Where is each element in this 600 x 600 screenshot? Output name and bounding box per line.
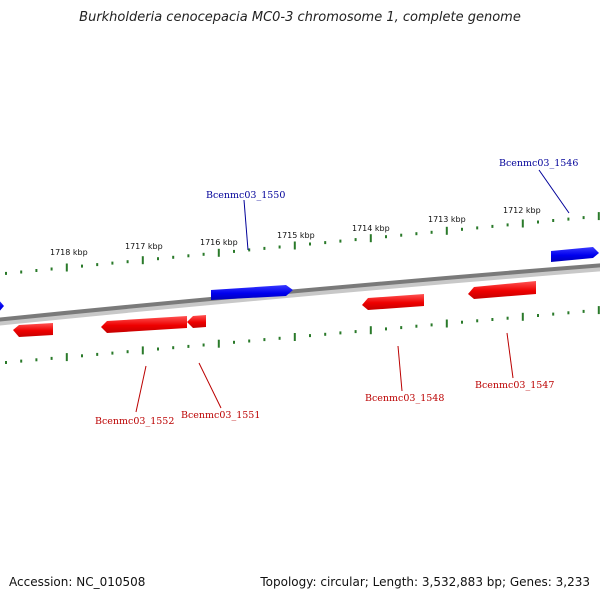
forward-genes: [211, 247, 599, 300]
leader-line-1551: [198, 362, 222, 409]
tick-label-1717: 1717 kbp: [125, 242, 163, 251]
gene-label-1546[interactable]: Bcenmc03_1546: [499, 158, 578, 169]
accession-text: Accession: NC_010508: [9, 575, 146, 589]
gene-leader-lines: [135, 169, 570, 413]
chromosome-backbone-shadow: [0, 265, 600, 326]
tick-label-1713: 1713 kbp: [428, 215, 466, 224]
leader-line-1552: [135, 365, 147, 413]
chromosome-backbone: [0, 263, 600, 322]
gene-label-1551[interactable]: Bcenmc03_1551: [181, 410, 260, 421]
leader-line-1546: [538, 169, 570, 214]
gene-bcenmc03-1548[interactable]: [362, 294, 424, 310]
tick-label-1716: 1716 kbp: [200, 238, 238, 247]
tick-labels: 1718 kbp 1717 kbp 1716 kbp 1715 kbp 1714…: [50, 206, 541, 257]
gene-bcenmc03-1550[interactable]: [211, 285, 293, 300]
leader-line-1547: [506, 332, 514, 379]
leader-line-1550: [243, 199, 249, 251]
reverse-genes: [13, 281, 536, 337]
genome-summary-text: Topology: circular; Length: 3,532,883 bp…: [260, 575, 590, 589]
inner-tick-track: [5, 306, 600, 364]
gene-bcenmc03-1551[interactable]: [187, 315, 206, 328]
gene-bcenmc03-1552[interactable]: [101, 316, 187, 333]
leader-line-1548: [397, 345, 403, 392]
gene-bcenmc03-1547[interactable]: [468, 281, 536, 299]
gene-label-1547[interactable]: Bcenmc03_1547: [475, 380, 554, 391]
gene-labels: Bcenmc03_1546 Bcenmc03_1547 Bcenmc03_154…: [95, 158, 578, 427]
gene-bcenmc03-1552-partial[interactable]: [13, 323, 53, 337]
gene-label-1550[interactable]: Bcenmc03_1550: [206, 190, 285, 201]
gene-bcenmc03-1546[interactable]: [551, 247, 599, 262]
forward-gene-partial: [0, 301, 4, 311]
tick-label-1718: 1718 kbp: [50, 248, 88, 257]
tick-label-1712: 1712 kbp: [503, 206, 541, 215]
tick-label-1714: 1714 kbp: [352, 224, 390, 233]
gene-label-1548[interactable]: Bcenmc03_1548: [365, 393, 444, 404]
gene-label-1552[interactable]: Bcenmc03_1552: [95, 416, 174, 427]
map-title: Burkholderia cenocepacia MC0-3 chromosom…: [79, 10, 521, 25]
tick-label-1715: 1715 kbp: [277, 231, 315, 240]
outer-tick-track: [5, 212, 600, 275]
